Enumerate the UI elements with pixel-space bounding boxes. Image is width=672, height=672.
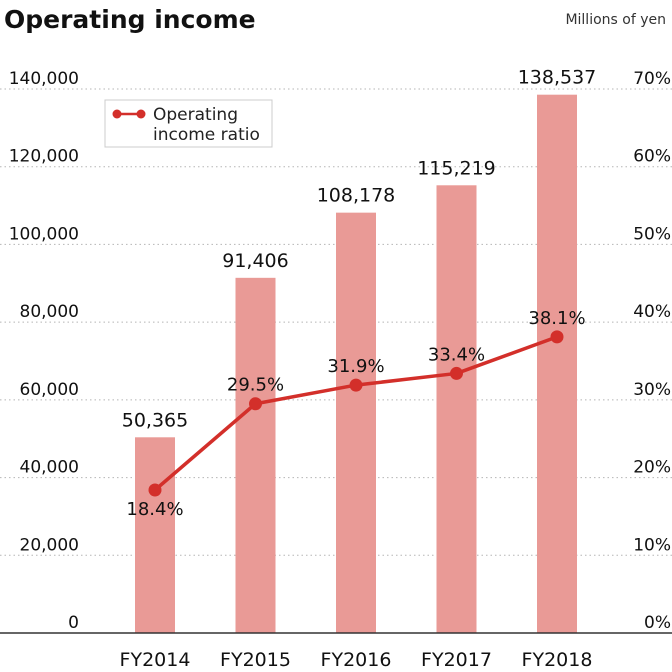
ratio-value-label: 18.4% bbox=[126, 499, 183, 520]
axes: 0 20,000 40,000 60,000 80,000 100,000 120,000 1… bbox=[0, 69, 672, 671]
right-tick-label: 50% bbox=[633, 224, 671, 244]
category-label: FY2018 bbox=[522, 649, 593, 671]
bar-value-label: 91,406 bbox=[222, 250, 288, 272]
ratio-value-label: 38.1% bbox=[528, 308, 585, 329]
right-tick-label: 0% bbox=[644, 613, 671, 633]
ratio-point bbox=[550, 330, 564, 344]
ratio-value-label: 31.9% bbox=[327, 356, 384, 377]
ratio-point bbox=[450, 366, 463, 380]
bar-fy2017 bbox=[436, 185, 477, 634]
right-tick-label: 20% bbox=[633, 458, 671, 478]
data-labels: 50,365 91,406 108,178 115,219 138,537 18.4% 29… bbox=[122, 67, 597, 520]
bar-value-label: 108,178 bbox=[317, 185, 396, 207]
bar-value-label: 50,365 bbox=[122, 409, 188, 431]
ratio-line-series bbox=[148, 330, 564, 497]
category-label: FY2016 bbox=[321, 649, 392, 671]
bars bbox=[135, 94, 577, 634]
category-label: FY2014 bbox=[120, 649, 191, 671]
ratio-point bbox=[148, 483, 162, 497]
right-tick-label: 30% bbox=[633, 380, 671, 400]
bar-value-label: 138,537 bbox=[518, 67, 597, 89]
legend-label-line-2: income ratio bbox=[153, 125, 260, 145]
category-label: FY2015 bbox=[220, 649, 291, 671]
bar-value-label: 115,219 bbox=[417, 157, 496, 179]
legend-marker-right bbox=[136, 109, 146, 119]
ratio-point bbox=[249, 397, 262, 411]
left-tick-label: 20,000 bbox=[20, 535, 79, 555]
left-tick-label: 80,000 bbox=[20, 302, 79, 322]
left-tick-label: 0 bbox=[68, 613, 79, 633]
left-tick-label: 40,000 bbox=[20, 458, 79, 478]
ratio-value-label: 33.4% bbox=[428, 344, 485, 365]
legend: Operating income ratio bbox=[104, 99, 273, 148]
category-label: FY2017 bbox=[421, 649, 492, 671]
right-tick-label: 10% bbox=[633, 535, 671, 555]
bar-fy2014 bbox=[135, 437, 175, 633]
ratio-point bbox=[349, 378, 363, 392]
right-tick-label: 60% bbox=[633, 147, 671, 167]
legend-box bbox=[104, 99, 273, 148]
chart-title: Operating income bbox=[4, 5, 256, 34]
bar-fy2015 bbox=[235, 277, 276, 633]
left-tick-label: 60,000 bbox=[20, 380, 79, 400]
unit-label: Millions of yen bbox=[565, 12, 666, 28]
left-tick-label: 100,000 bbox=[9, 224, 79, 244]
bar-fy2016 bbox=[336, 212, 376, 634]
right-tick-label: 70% bbox=[633, 69, 671, 89]
right-tick-label: 40% bbox=[633, 302, 671, 322]
ratio-value-label: 29.5% bbox=[227, 375, 284, 396]
left-tick-label: 140,000 bbox=[9, 69, 79, 89]
legend-marker-left bbox=[112, 109, 122, 119]
left-tick-label: 120,000 bbox=[9, 147, 79, 167]
bar-fy2018 bbox=[537, 94, 577, 633]
legend-label-line-1: Operating bbox=[153, 105, 238, 125]
